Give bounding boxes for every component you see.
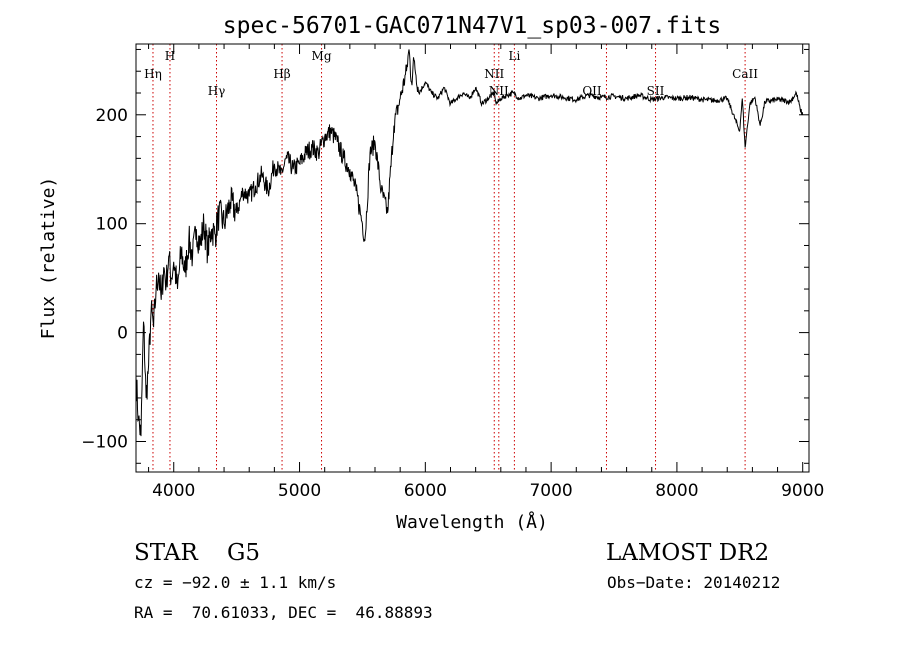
marker-label: Li <box>508 49 520 63</box>
marker-label: Mg <box>312 49 332 63</box>
x-axis-label: Wavelength (Å) <box>396 511 548 533</box>
x-tick-label: 8000 <box>655 481 698 501</box>
y-tick-label: 200 <box>96 106 128 126</box>
coordinates: RA = 70.61033, DEC = 46.88893 <box>134 603 433 622</box>
marker-label: NII <box>484 67 504 81</box>
spectral-line-markers <box>152 44 746 472</box>
x-tick-label: 5000 <box>278 481 321 501</box>
observation-date: Obs−Date: 20140212 <box>607 573 781 592</box>
y-axis-ticks: −100 0 100 200 <box>81 48 809 464</box>
spectrum-line <box>135 49 804 437</box>
x-axis-ticks: 4000 5000 6000 7000 8000 9000 <box>148 44 824 501</box>
marker-label: H <box>165 49 175 63</box>
survey-name: LAMOST DR2 <box>606 540 770 566</box>
spectrum-layer <box>135 49 804 437</box>
y-axis-label: Flux (relative) <box>38 177 59 340</box>
marker-label: Hγ <box>208 84 226 98</box>
marker-label: Hη <box>144 67 162 81</box>
chart-title: spec-56701-GAC071N47V1_sp03-007.fits <box>223 13 722 39</box>
y-tick-label: 100 <box>96 215 128 235</box>
x-tick-label: 9000 <box>781 481 824 501</box>
y-tick-label: −100 <box>81 433 128 453</box>
plot-frame <box>135 43 810 473</box>
object-class: STAR G5 <box>134 540 261 566</box>
redshift-value: cz = −92.0 ± 1.1 km/s <box>134 573 337 592</box>
marker-label: Hβ <box>273 67 290 81</box>
marker-label: SII <box>647 84 665 98</box>
marker-label: CaII <box>732 67 758 81</box>
y-tick-label: 0 <box>117 324 128 344</box>
x-tick-label: 7000 <box>529 481 572 501</box>
x-tick-label: 4000 <box>152 481 195 501</box>
x-tick-label: 6000 <box>404 481 447 501</box>
